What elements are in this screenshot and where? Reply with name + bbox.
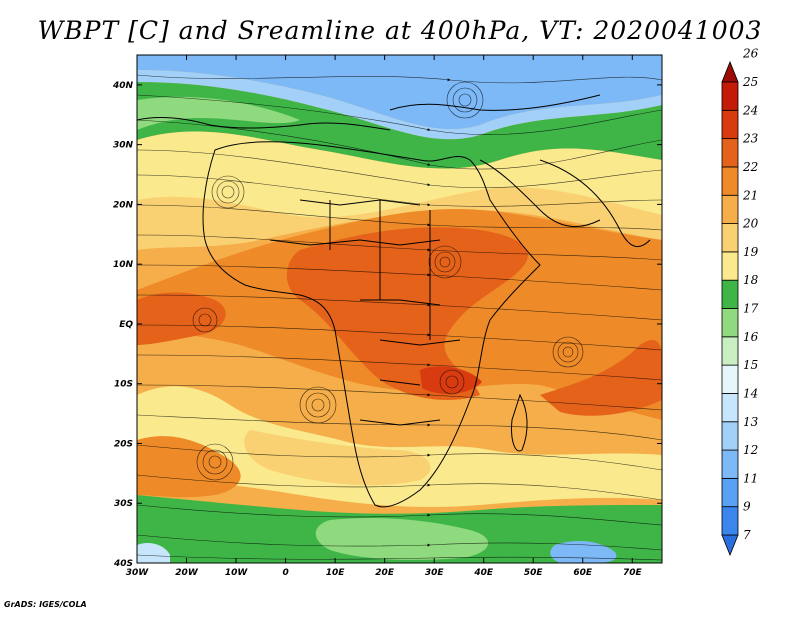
colorbar-swatch — [721, 279, 739, 309]
band-lightgreen-north — [137, 96, 300, 130]
lon-label: 30W — [126, 568, 150, 578]
colorbar-label: 18 — [743, 273, 759, 287]
lon-label: 10W — [225, 568, 249, 578]
colorbar-label: 11 — [743, 471, 758, 485]
colorbar-label: 21 — [742, 188, 758, 202]
colorbar-arrow-low — [721, 534, 739, 557]
lat-label: 20S — [114, 439, 133, 449]
colorbar-label: 24 — [742, 103, 758, 117]
colorbar: 7 9 11 12 13 14 15 16 17 18 19 20 21 22 23 24 25 26 — [721, 47, 759, 557]
streamlines — [137, 74, 662, 561]
colorbar-swatch — [721, 251, 739, 281]
colorbar-swatch — [721, 194, 739, 224]
colorbar-label: 26 — [742, 47, 759, 61]
spot-hot-center — [420, 366, 482, 394]
colorbar-label: 15 — [743, 358, 758, 372]
wbpt-field — [137, 55, 662, 563]
latitude-labels: 40N 30N 20N 10N EQ 10S 20S 30S 40S — [112, 81, 134, 569]
lon-label: 20W — [175, 568, 199, 578]
lat-label: EQ — [119, 320, 133, 330]
band-green-north — [137, 82, 662, 169]
lon-label: 60E — [573, 568, 593, 578]
colorbar-swatch — [721, 393, 739, 423]
colorbar-label: 22 — [742, 160, 758, 174]
lat-label: 10N — [113, 260, 134, 270]
lat-label: 40N — [112, 81, 134, 91]
band-lightorange-south — [244, 430, 431, 486]
colorbar-swatch — [721, 421, 739, 451]
colorbar-label: 14 — [743, 386, 758, 400]
lon-label: 30E — [425, 568, 445, 578]
band-blue-north — [137, 55, 662, 130]
lon-label: 40E — [473, 568, 494, 578]
band-lightgreen-south — [315, 518, 489, 560]
colorbar-swatch — [721, 138, 739, 168]
colorbar-arrow-high — [721, 60, 739, 83]
lon-label: 50E — [524, 568, 544, 578]
colorbar-label: 16 — [743, 330, 759, 344]
lat-label: 10S — [114, 380, 133, 390]
lat-label: 30S — [114, 499, 133, 509]
lat-label: 30N — [113, 141, 134, 151]
band-lightblue-north — [137, 70, 662, 140]
band-lightblue-south — [137, 543, 170, 563]
colorbar-label: 9 — [743, 500, 751, 514]
lon-label: 70E — [623, 568, 643, 578]
colorbar-label: 23 — [742, 132, 759, 146]
lat-label: 40S — [113, 559, 133, 569]
map-title: WBPT [C] and Sreamline at 400hPa, VT: 20… — [37, 16, 763, 45]
colorbar-swatch — [721, 223, 739, 253]
credit-text: GrADS: IGES/COLA — [4, 600, 87, 609]
colorbar-swatch — [721, 166, 739, 196]
band-hotter-central — [286, 227, 528, 400]
colorbar-swatch — [721, 449, 739, 479]
band-lightorange-north — [137, 187, 662, 250]
colorbar-label: 17 — [743, 302, 759, 316]
coastlines — [137, 94, 651, 508]
colorbar-swatch — [721, 308, 739, 338]
colorbar-label: 12 — [743, 443, 758, 457]
spot-hot-east — [540, 340, 662, 416]
colorbar-label: 20 — [742, 217, 759, 231]
longitude-labels: 30W 20W 10W 0 10E 20E 30E 40E 50E 60E 70E — [126, 568, 643, 578]
colorbar-label: 25 — [742, 75, 758, 89]
colorbar-label: 7 — [743, 528, 751, 542]
colorbar-label: 19 — [743, 245, 759, 259]
colorbar-swatch — [721, 109, 739, 140]
axis-ticks — [136, 55, 662, 564]
colorbar-swatch — [721, 364, 739, 394]
lon-label: 0 — [282, 568, 288, 578]
band-yellow-south — [137, 386, 662, 507]
colorbar-swatch — [721, 81, 739, 111]
colorbar-swatch — [721, 506, 739, 536]
colorbar-swatch — [721, 336, 739, 366]
colorbar-swatch — [721, 477, 739, 508]
lon-label: 10E — [326, 568, 346, 578]
plot-frame — [136, 54, 663, 564]
lon-label: 20E — [375, 568, 395, 578]
colorbar-label: 13 — [743, 415, 759, 429]
lat-label: 20N — [113, 200, 134, 210]
